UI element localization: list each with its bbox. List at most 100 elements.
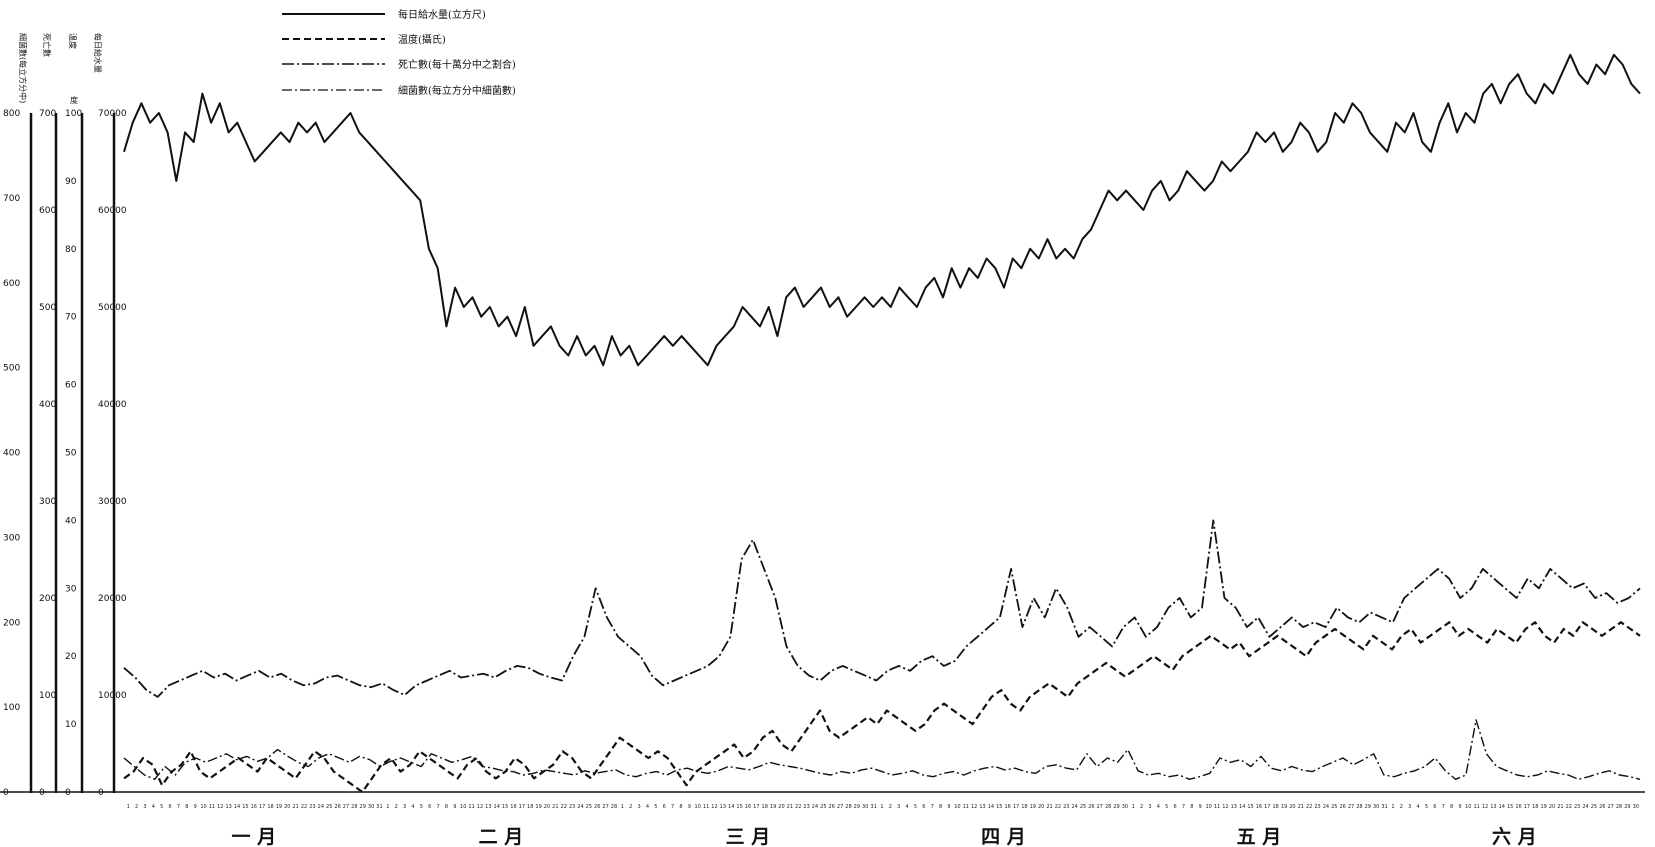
day-tick-label: 25 [1331, 804, 1337, 810]
day-tick-label: 23 [569, 804, 575, 810]
day-tick-label: 10 [460, 804, 466, 810]
y-tick-label: 200 [39, 594, 56, 604]
day-tick-label: 28 [351, 804, 357, 810]
y-tick-label: 500 [39, 303, 56, 313]
y-tick-label: 40000 [98, 400, 127, 410]
y-tick-label: 800 [3, 109, 20, 119]
day-tick-label: 28 [1356, 804, 1362, 810]
day-tick-label: 14 [1239, 804, 1245, 810]
month-label: 六 月 [1492, 825, 1537, 847]
day-tick-label: 18 [1532, 804, 1538, 810]
day-tick-label: 2 [889, 804, 892, 810]
day-tick-label: 27 [1607, 804, 1613, 810]
y-tick-label: 80 [65, 245, 77, 255]
day-tick-label: 5 [420, 804, 423, 810]
day-tick-label: 23 [1314, 804, 1320, 810]
legend-item-bacteria: 細菌數(每立方分中細菌數) [282, 84, 516, 97]
day-tick-label: 16 [1256, 804, 1262, 810]
day-tick-label: 26 [1339, 804, 1345, 810]
day-tick-label: 2 [1400, 804, 1403, 810]
axis-title-bacteria: 細菌數(每立方分中) [18, 33, 28, 103]
day-tick-label: 31 [870, 804, 876, 810]
y-tick-label: 60000 [98, 206, 127, 216]
day-tick-label: 28 [1105, 804, 1111, 810]
day-tick-label: 27 [1348, 804, 1354, 810]
month-labels: 一 月二 月三 月四 月五 月六 月 [232, 825, 1537, 847]
day-tick-label: 10 [1465, 804, 1471, 810]
y-tick-label: 700 [3, 194, 20, 204]
day-tick-label: 7 [671, 804, 674, 810]
day-tick-label: 18 [1021, 804, 1027, 810]
day-tick-label: 22 [1566, 804, 1572, 810]
day-tick-label: 23 [1574, 804, 1580, 810]
day-tick-label: 31 [1381, 804, 1387, 810]
month-label: 一 月 [232, 826, 277, 847]
day-tick-label: 19 [1030, 804, 1036, 810]
day-tick-label: 12 [217, 804, 223, 810]
day-tick-label: 29 [1113, 804, 1119, 810]
day-tick-label: 24 [812, 804, 818, 810]
axis-unit-temperature: 度 [70, 95, 78, 105]
y-tick-label: 600 [3, 279, 20, 289]
axis-title-deaths: 死亡數 [42, 33, 52, 57]
day-tick-label: 8 [1450, 804, 1453, 810]
y-tick-label: 0 [65, 788, 71, 798]
day-tick-label: 26 [1599, 804, 1605, 810]
y-tick-label: 0 [39, 788, 45, 798]
day-tick-label: 9 [688, 804, 691, 810]
legend-label-temperature: 温度(攝氏) [398, 33, 446, 46]
axis-titles: 細菌數(每立方分中) 死亡數 溫度 度 每日給水量 [18, 33, 103, 105]
y-tick-label: 200 [3, 618, 20, 628]
series-line-0 [123, 53, 1641, 367]
day-tick-label: 15 [736, 804, 742, 810]
day-tick-label: 4 [152, 804, 155, 810]
month-label: 四 月 [981, 826, 1026, 847]
day-tick-label: 11 [1473, 804, 1479, 810]
day-tick-label: 13 [979, 804, 985, 810]
day-tick-labels: 1 2 3 4 5 6 7 8 9 10 11 12 13 14 15 16 17 18 19 20 21 22 23 24 2… [127, 804, 1639, 810]
day-tick-label: 17 [259, 804, 265, 810]
y-tick-label: 100 [65, 109, 82, 119]
day-tick-label: 3 [897, 804, 900, 810]
day-tick-label: 11 [963, 804, 969, 810]
y-tick-label: 700 [39, 109, 56, 119]
y-tick-label: 50000 [98, 303, 127, 313]
legend-item-temperature: 温度(攝氏) [282, 33, 446, 46]
day-tick-label: 25 [820, 804, 826, 810]
day-tick-label: 5 [160, 804, 163, 810]
day-tick-label: 22 [301, 804, 307, 810]
y-tick-label: 600 [39, 206, 56, 216]
axis-rules [29, 113, 116, 793]
day-tick-label: 15 [502, 804, 508, 810]
day-tick-label: 14 [1499, 804, 1505, 810]
legend-item-water: 每日給水量(立方尺) [282, 8, 486, 21]
day-tick-label: 10 [954, 804, 960, 810]
day-tick-label: 21 [787, 804, 793, 810]
day-tick-label: 23 [803, 804, 809, 810]
y-tick-label: 10000 [98, 691, 127, 701]
day-tick-label: 16 [745, 804, 751, 810]
day-tick-label: 15 [242, 804, 248, 810]
day-tick-label: 30 [1122, 804, 1128, 810]
day-tick-label: 6 [1433, 804, 1436, 810]
y-tick-label: 50 [65, 449, 77, 459]
day-tick-label: 15 [1507, 804, 1513, 810]
day-tick-label: 9 [1458, 804, 1461, 810]
day-tick-label: 21 [1046, 804, 1052, 810]
day-tick-label: 8 [679, 804, 682, 810]
day-tick-label: 25 [1080, 804, 1086, 810]
day-tick-label: 10 [200, 804, 206, 810]
day-tick-label: 2 [629, 804, 632, 810]
day-tick-label: 19 [1281, 804, 1287, 810]
day-tick-label: 30 [1373, 804, 1379, 810]
day-tick-label: 20 [1038, 804, 1044, 810]
y-tick-label: 20 [65, 652, 77, 662]
day-tick-label: 29 [360, 804, 366, 810]
day-tick-label: 28 [1616, 804, 1622, 810]
y-tick-label: 60 [65, 381, 77, 391]
y-tick-labels: 8007006005004003002001000700600500400300… [3, 109, 127, 798]
day-tick-label: 20 [544, 804, 550, 810]
day-tick-label: 26 [594, 804, 600, 810]
day-tick-label: 22 [1306, 804, 1312, 810]
day-tick-label: 26 [1088, 804, 1094, 810]
